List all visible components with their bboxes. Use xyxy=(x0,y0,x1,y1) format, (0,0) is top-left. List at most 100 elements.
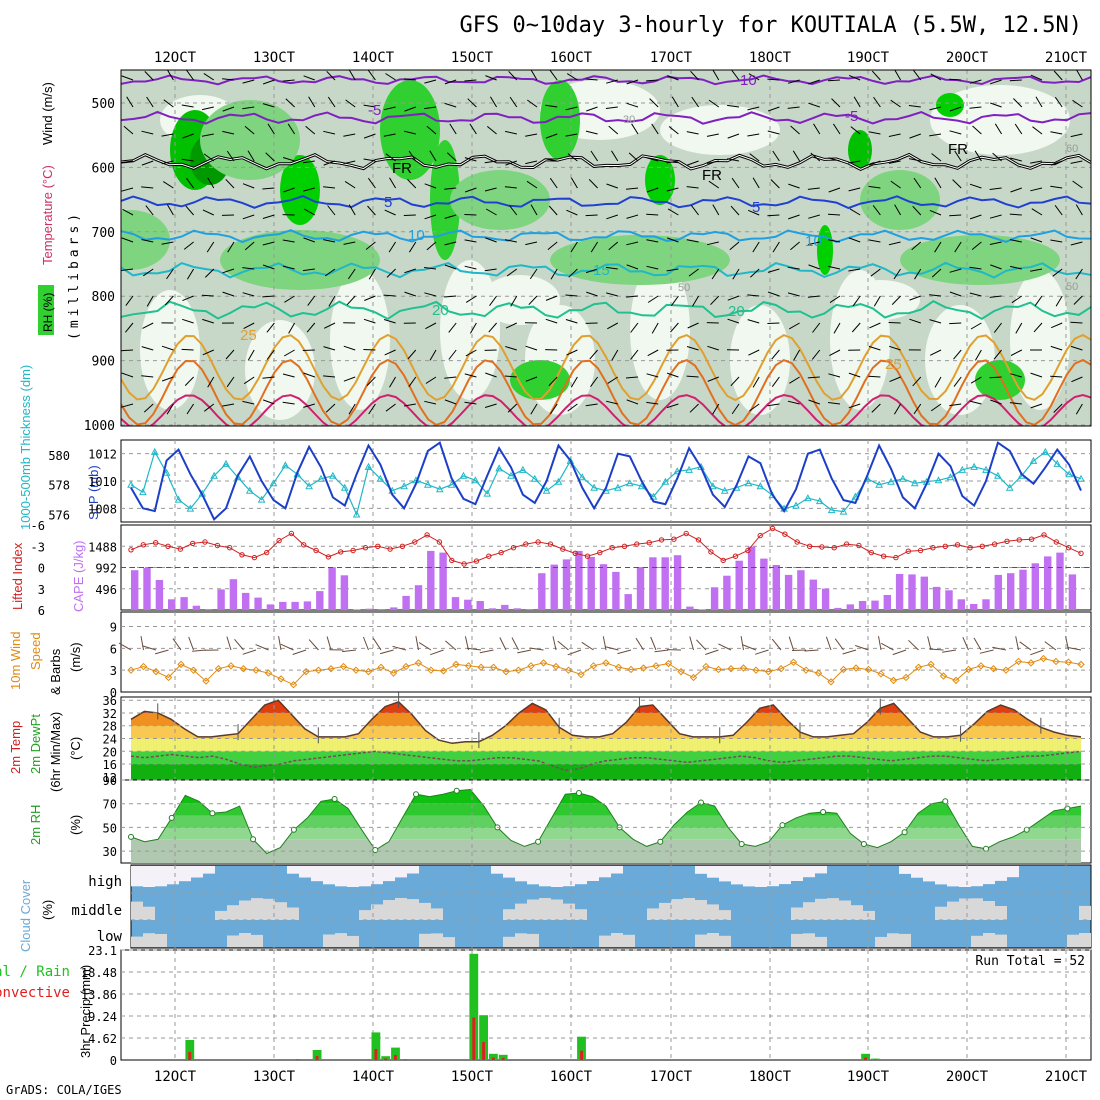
wind-barb xyxy=(731,70,740,81)
surface-wind-barb xyxy=(755,649,769,655)
wind-barb xyxy=(183,241,194,250)
wind-barb xyxy=(202,349,214,356)
wind-barb xyxy=(752,376,760,388)
cloud-middle-cell xyxy=(275,902,287,920)
rh-contour-area xyxy=(900,235,1060,285)
cloud-low-cell xyxy=(599,935,611,947)
isotherm-line xyxy=(121,393,1091,426)
wind-barb xyxy=(202,318,214,324)
wind-speed-point xyxy=(889,676,898,685)
cape-bar xyxy=(673,555,682,610)
rh-contour-area xyxy=(817,225,833,275)
surface-wind-barb xyxy=(226,636,232,651)
wind-barb xyxy=(486,126,497,135)
wind-barb xyxy=(974,150,982,162)
isotherm-line xyxy=(121,74,1091,86)
wind-barb xyxy=(767,130,780,135)
wind-barb xyxy=(203,403,215,412)
surface-wind-barb xyxy=(855,645,869,651)
wind-barb xyxy=(871,403,881,413)
bottom-date-label: 17OCT xyxy=(650,1069,693,1085)
wind-speed-point xyxy=(939,672,948,680)
wind-barb xyxy=(285,98,295,108)
wind-barb xyxy=(611,150,619,162)
wind-barb xyxy=(611,349,619,361)
wind-barb xyxy=(389,376,397,388)
rh-point xyxy=(209,810,216,817)
precip-panel: Total / Rain Convective 3hr Precip (mm) … xyxy=(0,944,1092,1068)
cloud-low-cell xyxy=(239,933,251,947)
wind-barb xyxy=(343,133,356,137)
wind-barb xyxy=(425,322,437,330)
cape-bar xyxy=(970,604,978,610)
isotherm-label: 20 xyxy=(432,302,449,319)
li-point xyxy=(165,543,171,549)
cape-bar xyxy=(994,574,1002,610)
wind-barb xyxy=(262,79,275,85)
rh-band xyxy=(131,827,1081,840)
wind-barb xyxy=(750,268,760,278)
thickness-point xyxy=(815,497,824,505)
cloud-middle-cell xyxy=(215,910,227,920)
thickness-point xyxy=(994,471,1002,479)
wind-barb xyxy=(1014,123,1023,135)
temp-tick-label: 24 xyxy=(103,733,117,747)
wind-barb xyxy=(992,152,1002,162)
surface-wind-barb xyxy=(529,647,544,651)
wind-barb xyxy=(647,295,659,303)
surface-wind-barb xyxy=(415,636,419,651)
surface-wind-barb xyxy=(581,641,594,651)
wind-barb xyxy=(890,180,901,189)
precip-bar xyxy=(498,1054,508,1060)
upper-ylabel-rh: RH (%) xyxy=(41,293,55,332)
wind-barb xyxy=(893,403,902,415)
cloud-high-cell xyxy=(743,866,755,887)
wind-barb xyxy=(990,399,1002,405)
li-point xyxy=(806,543,813,549)
wind-barb xyxy=(244,125,255,135)
wind-barb xyxy=(266,349,275,360)
temp-ylabel-2: 2m DewPt xyxy=(28,714,43,774)
thickness-point xyxy=(768,491,777,499)
bottom-date-label: 15OCT xyxy=(451,1069,494,1085)
wind-speed-point xyxy=(789,658,798,666)
wind-barb xyxy=(692,295,700,307)
cloud-high-cell xyxy=(203,866,215,874)
cape-bar xyxy=(846,604,854,610)
rh-point xyxy=(901,829,908,836)
cloud-low-cell xyxy=(347,935,359,947)
wind-barb xyxy=(1050,375,1063,378)
wind-barb xyxy=(890,99,901,108)
wind-barb xyxy=(163,99,174,108)
wind-speed-point xyxy=(539,659,548,667)
rh-line xyxy=(130,788,1082,855)
precip-axis: 23.1 18.48 13.86 9.24 4.62 0 xyxy=(81,944,117,1068)
wind-barb xyxy=(690,70,699,81)
cloud-middle-cell xyxy=(431,908,443,920)
wind-barb xyxy=(262,214,275,219)
wind-barb xyxy=(585,214,598,217)
wind-barb xyxy=(343,241,356,245)
wind-barb xyxy=(121,372,134,378)
wind-barb xyxy=(1009,213,1022,216)
cloud-high-cell xyxy=(395,866,407,878)
precip-bar xyxy=(185,1040,195,1060)
temp-band xyxy=(131,751,1081,765)
wind-barb xyxy=(141,160,154,166)
cape-bar xyxy=(599,564,608,610)
cape-bar xyxy=(242,592,250,610)
wind-barb xyxy=(873,295,881,307)
li-point xyxy=(893,554,899,561)
slp-series xyxy=(127,441,1085,521)
wind-barb xyxy=(1011,295,1023,304)
wind-barb xyxy=(625,376,639,379)
wind-barb xyxy=(204,268,215,278)
isotherm-label: -10 xyxy=(735,72,757,89)
wind-barb xyxy=(207,376,215,388)
wind-barb xyxy=(1013,98,1023,108)
wind-barb xyxy=(807,241,820,246)
wind-barb xyxy=(989,214,1002,219)
cloud-middle-cell xyxy=(287,907,299,920)
li-point xyxy=(584,553,591,559)
wind-barb xyxy=(424,292,437,297)
